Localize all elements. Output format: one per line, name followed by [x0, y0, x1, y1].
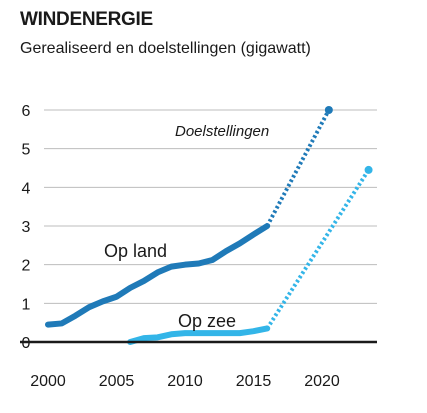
target-line-op-land [265, 109, 331, 227]
x-tick-label: 2005 [99, 373, 135, 390]
series-line-op-zee [127, 325, 271, 345]
y-tick-label: 4 [22, 180, 31, 197]
x-tick-label: 2000 [30, 373, 66, 390]
y-tick-label: 6 [22, 103, 31, 120]
target-point-op-land [324, 106, 333, 114]
series-label-op-land: Op land [104, 241, 167, 261]
grid-lines [44, 109, 377, 304]
target-point-op-zee [364, 165, 373, 174]
y-tick-label: 1 [22, 296, 31, 313]
x-tick-label: 2010 [167, 373, 203, 390]
y-tick-label: 0 [22, 335, 31, 352]
chart-title: WINDENERGIE [20, 9, 153, 30]
series-label-op-zee: Op zee [178, 311, 236, 331]
series-lines [45, 106, 373, 345]
target-line-op-zee [265, 168, 371, 330]
y-tick-label: 5 [22, 142, 31, 159]
y-tick-label: 2 [22, 258, 31, 275]
annotation-doelstellingen: Doelstellingen [175, 123, 269, 140]
series-line-op-land [45, 223, 271, 328]
y-tick-label: 3 [22, 219, 31, 236]
chart-subtitle: Gerealiseerd en doelstellingen (gigawatt… [20, 40, 311, 57]
y-axis-ticks: 0 1 2 3 4 5 6 [22, 103, 31, 352]
x-axis-ticks: 2000 2005 2010 2015 2020 [30, 373, 340, 390]
x-tick-label: 2015 [236, 373, 272, 390]
x-tick-label: 2020 [304, 373, 340, 390]
series-labels: Op land Op zee Doelstellingen [104, 123, 269, 331]
